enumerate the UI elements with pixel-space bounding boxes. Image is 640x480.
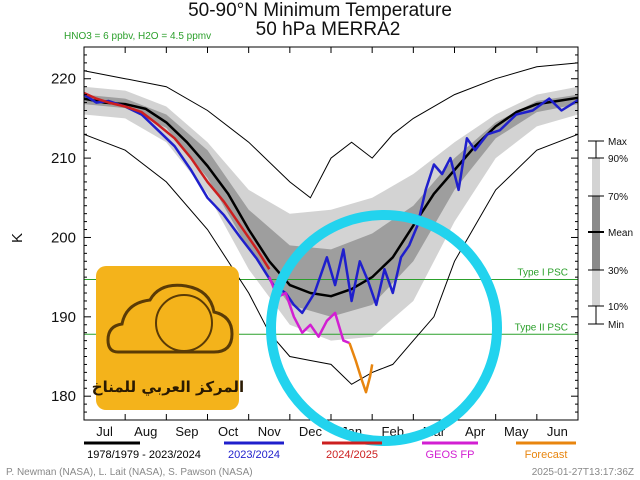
highlight-circle — [266, 210, 502, 446]
percentile-label: 90% — [608, 154, 628, 165]
x-tick-label: Dec — [299, 424, 323, 439]
y-tick-label: 180 — [51, 388, 76, 405]
legend: 1978/1979 - 2023/2024 2023/2024 2024/2025 G… — [84, 441, 576, 461]
x-tick-label: Sep — [175, 424, 198, 439]
logo-text: المركز العربي للمناخ — [92, 378, 244, 396]
logo-sun-icon — [155, 294, 213, 352]
x-tick-label: Aug — [134, 424, 157, 439]
credits-right: 2025-01-27T13:17:36Z — [532, 467, 634, 478]
y-tick-label: 220 — [51, 71, 76, 88]
legend-label-0: 1978/1979 - 2023/2024 — [87, 449, 201, 461]
band-0 — [84, 86, 578, 341]
series-line-2 — [83, 91, 271, 270]
psc-threshold-label-0: Type I PSC — [517, 268, 568, 279]
chart-subtitle: 50 hPa MERRA2 — [256, 19, 401, 40]
y-tick-label: 190 — [51, 309, 76, 326]
percentile-label: 30% — [608, 266, 628, 277]
logo-cloud-icon — [106, 283, 234, 354]
series-line-4 — [348, 342, 374, 394]
chart-title: 50-90°N Minimum Temperature — [188, 0, 452, 21]
x-tick-label: Jul — [96, 424, 113, 439]
legend-label-1: 2023/2024 — [228, 449, 280, 461]
percentile-label: Min — [608, 320, 624, 331]
percentile-label: 70% — [608, 192, 628, 203]
percentile-legend: Max 90% 70% Mean 30% 10% Min — [588, 137, 633, 331]
x-tick-label: Nov — [258, 424, 282, 439]
x-tick-label: Oct — [218, 424, 239, 439]
legend-label-2: 2024/2025 — [326, 449, 378, 461]
legend-label-3: GEOS FP — [426, 449, 475, 461]
percentile-label: Max — [608, 137, 627, 148]
x-tick-label: Apr — [465, 424, 486, 439]
series-line-0 — [83, 96, 579, 298]
y-axis-label: K — [9, 233, 26, 243]
legend-label-4: Forecast — [525, 449, 568, 461]
psc-threshold-label-1: Type II PSC — [515, 322, 568, 333]
x-tick-label: Jun — [547, 424, 568, 439]
y-tick-label: 210 — [51, 150, 76, 167]
max-line — [83, 62, 579, 199]
arab-climate-center-logo: المركز العربي للمناخ — [92, 266, 244, 410]
chemistry-annotation: HNO3 = 6 ppbv, H2O = 4.5 ppmv — [64, 31, 211, 42]
y-tick-label: 200 — [51, 229, 76, 246]
percentile-label: 10% — [608, 302, 628, 313]
credits-left: P. Newman (NASA), L. Lait (NASA), S. Paw… — [6, 467, 253, 478]
x-tick-label: May — [504, 424, 529, 439]
series-line-3 — [268, 276, 350, 345]
percentile-label: Mean — [608, 228, 633, 239]
series-line-1 — [83, 93, 579, 315]
